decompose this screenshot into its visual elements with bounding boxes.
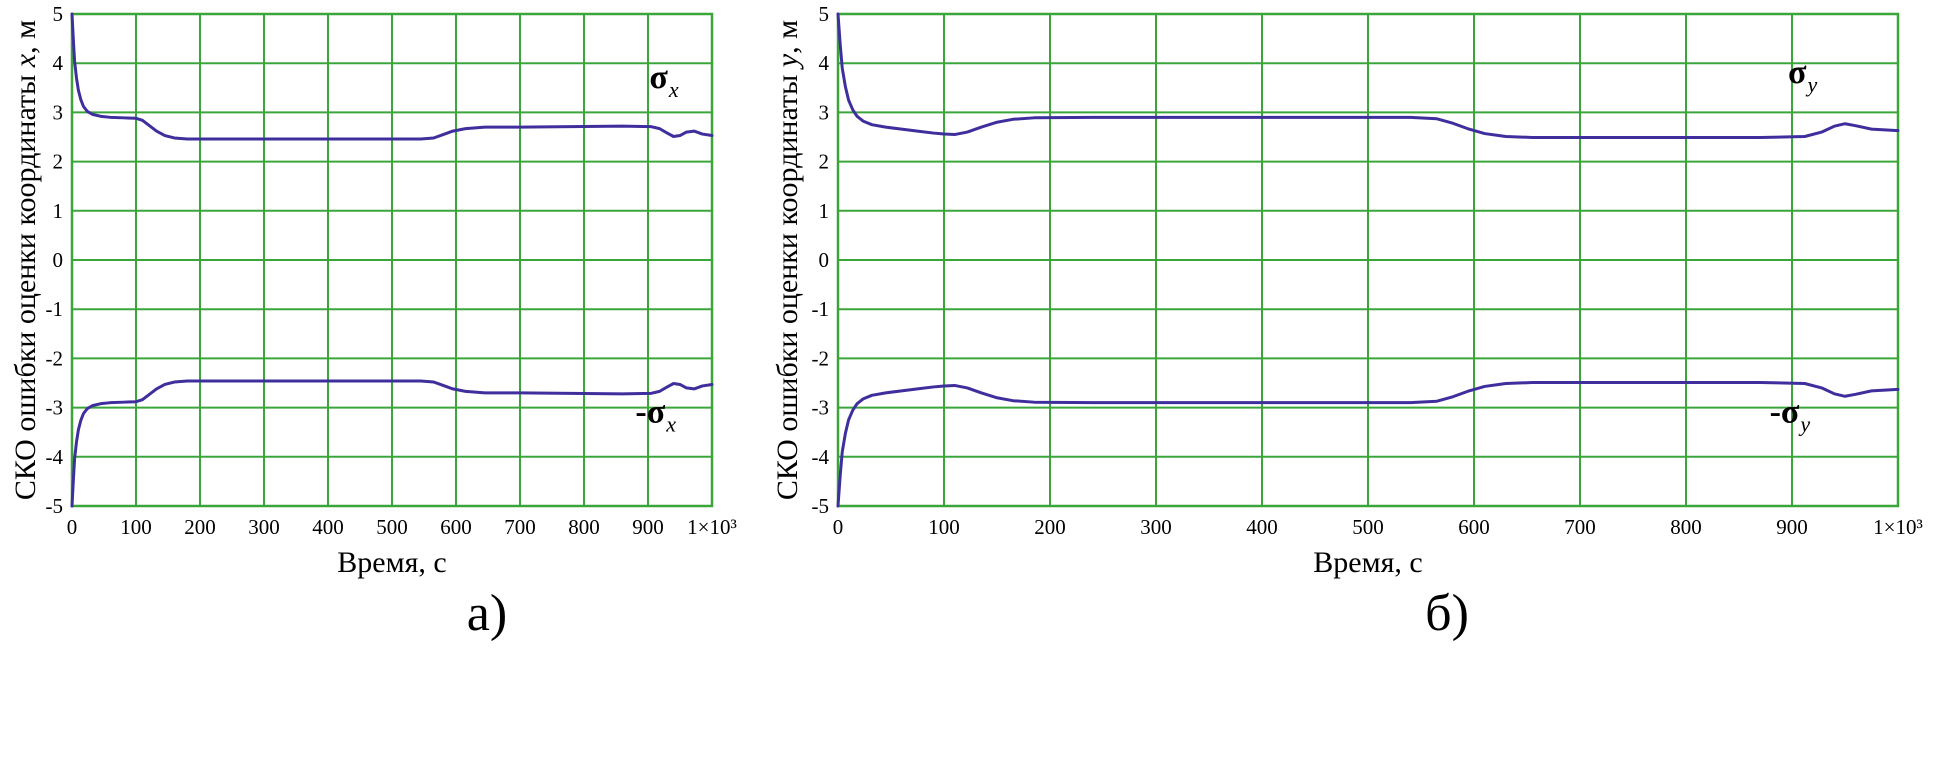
caption-b: б) <box>1425 585 1469 642</box>
y-axis-label-b-prefix: СКО ошибки оценки координаты <box>771 67 804 501</box>
annotation-minus-sigma-x-label: -σx <box>635 393 676 436</box>
y-tick-label: -1 <box>46 297 64 321</box>
x-tick-label: 900 <box>1776 515 1808 539</box>
x-tick-label: 0 <box>67 515 78 539</box>
x-tick-label: 0 <box>833 515 844 539</box>
y-tick-label: -2 <box>812 346 830 370</box>
x-tick-label: 100 <box>928 515 960 539</box>
y-tick-label: 4 <box>819 51 830 75</box>
y-tick-label: -3 <box>46 396 64 420</box>
y-axis-label-b-variable: y <box>771 53 804 68</box>
y-axis-label-a-variable: x <box>9 53 42 68</box>
x-tick-label: 700 <box>504 515 536 539</box>
plot-frame <box>70 12 714 508</box>
y-tick-label: 0 <box>819 248 830 272</box>
x-tick-label: 1×10³ <box>1873 515 1923 539</box>
annotation-sigma-y-label: σy <box>1788 54 1818 97</box>
annotation-minus-sigma-y-label: -σy <box>1770 393 1811 436</box>
y-axis-label-a-suffix: , м <box>9 19 42 54</box>
y-tick-label: -3 <box>812 396 830 420</box>
plot-frame <box>836 12 1900 508</box>
chart-b: 0 100 200 300 400 500 600 700 800 900 1×10³543210-… <box>812 2 1923 579</box>
x-tick-label: 700 <box>1564 515 1596 539</box>
y-tick-label: 0 <box>53 248 64 272</box>
x-tick-label: 400 <box>1246 515 1278 539</box>
x-tick-label: 1×10³ <box>687 515 737 539</box>
x-axis-title: Время, с <box>1313 546 1422 579</box>
x-tick-label: 500 <box>376 515 408 539</box>
x-tick-label: 500 <box>1352 515 1384 539</box>
x-tick-label: 600 <box>440 515 472 539</box>
chart-panel-a: СКО ошибки оценки координаты x, м 0 100 20… <box>0 0 762 783</box>
y-tick-label: -4 <box>812 445 830 469</box>
annotation-sigma-x-label: σx <box>649 59 679 102</box>
x-tick-label: 800 <box>568 515 600 539</box>
x-tick-label: 900 <box>632 515 664 539</box>
x-tick-label: 300 <box>248 515 280 539</box>
chart-panel-b: СКО ошибки оценки координаты y, м 0 100 20… <box>762 0 1954 783</box>
x-axis-title: Время, с <box>337 546 446 579</box>
series-sigma-y <box>836 12 1900 139</box>
y-tick-label: -4 <box>46 445 64 469</box>
x-tick-label: 100 <box>120 515 152 539</box>
y-axis-label-a: СКО ошибки оценки координаты x, м <box>9 20 43 500</box>
y-tick-label: -5 <box>812 494 830 518</box>
series-minus-sigma-x <box>70 379 714 508</box>
y-tick-label: -5 <box>46 494 64 518</box>
series-minus-sigma-y <box>836 381 1900 508</box>
y-tick-label: 5 <box>53 2 64 26</box>
y-tick-label: 5 <box>819 2 830 26</box>
series-sigma-x <box>70 12 714 141</box>
y-tick-label: 1 <box>819 199 830 223</box>
x-tick-label: 200 <box>1034 515 1066 539</box>
y-tick-label: 1 <box>53 199 64 223</box>
y-tick-label: 3 <box>53 100 64 124</box>
y-tick-label: 4 <box>53 51 64 75</box>
x-tick-label: 400 <box>312 515 344 539</box>
y-tick-label: 2 <box>53 150 64 174</box>
y-axis-label-a-prefix: СКО ошибки оценки координаты <box>9 67 42 501</box>
y-tick-label: -1 <box>812 297 830 321</box>
x-tick-label: 300 <box>1140 515 1172 539</box>
y-tick-label: 3 <box>819 100 830 124</box>
x-tick-label: 200 <box>184 515 216 539</box>
y-axis-label-b-suffix: , м <box>771 19 804 54</box>
x-tick-label: 600 <box>1458 515 1490 539</box>
caption-a: а) <box>466 585 508 642</box>
chart-a: 0 100 200 300 400 500 600 700 800 900 1×10³543210-… <box>46 2 737 579</box>
y-tick-label: 2 <box>819 150 830 174</box>
x-tick-label: 800 <box>1670 515 1702 539</box>
y-tick-label: -2 <box>46 346 64 370</box>
y-axis-label-b: СКО ошибки оценки координаты y, м <box>771 20 805 500</box>
